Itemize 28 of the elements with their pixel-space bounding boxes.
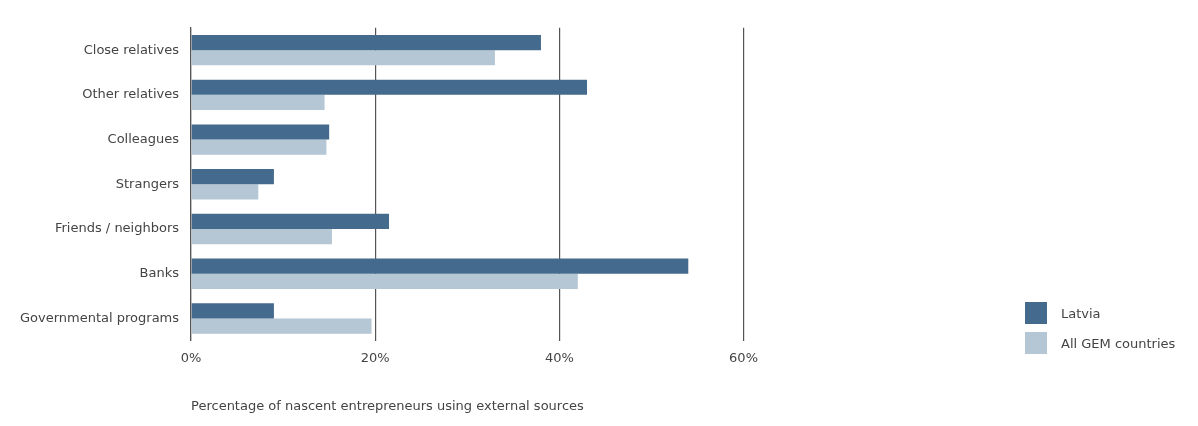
y-tick-label: Colleagues [107, 130, 180, 146]
x-tick-label: 0% [180, 349, 202, 365]
bar [191, 139, 327, 155]
y-tick-label: Strangers [115, 175, 180, 191]
bar [191, 184, 259, 200]
bar [191, 303, 274, 319]
bar [191, 273, 578, 289]
bar [191, 124, 330, 140]
bar [191, 50, 495, 66]
y-tick-label: Governmental programs [20, 309, 180, 325]
y-tick-label: Banks [139, 265, 180, 281]
x-tick-label: 60% [729, 349, 759, 365]
bar [191, 258, 689, 274]
bar [191, 213, 390, 230]
bar [191, 229, 332, 245]
bar [191, 169, 274, 185]
x-tick-label: 20% [360, 349, 390, 365]
y-tick-label: Other relatives [82, 86, 180, 102]
y-tick-label: Friends / neighbors [54, 220, 180, 236]
bar [191, 79, 588, 95]
legend-label: Latvia [1061, 305, 1101, 321]
bar [191, 318, 372, 334]
bar [191, 94, 325, 111]
x-tick-label: 40% [544, 349, 574, 365]
x-axis-title: Percentage of nascent entrepreneurs using external sources [191, 397, 585, 413]
bar [191, 34, 541, 51]
y-tick-label: Close relatives [83, 41, 180, 57]
legend-label: All GEM countries [1061, 335, 1176, 351]
